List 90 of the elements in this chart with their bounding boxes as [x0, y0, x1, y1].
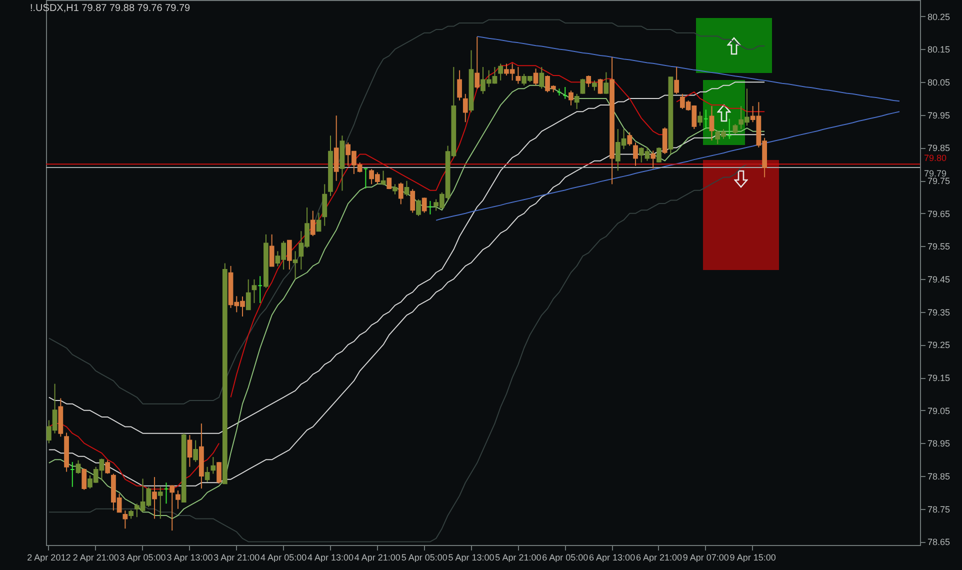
candlestick [193, 440, 198, 462]
candlestick [627, 132, 632, 146]
candlestick [533, 68, 538, 86]
candlestick [216, 461, 222, 484]
candlestick [457, 70, 462, 101]
candlestick [656, 146, 662, 164]
candlestick [732, 124, 738, 134]
candlestick [316, 212, 322, 232]
x-tick-label: 3 Apr 21:00 [214, 552, 260, 562]
ref-line-label: 79.79 [924, 168, 947, 178]
y-tick-label: 78.75 [928, 504, 950, 514]
x-tick-label: 9 Apr 07:00 [682, 552, 729, 562]
y-tick-label: 80.15 [928, 44, 950, 55]
x-tick-label: 4 Apr 05:00 [260, 552, 307, 562]
candlestick [322, 184, 328, 226]
candlestick [170, 484, 175, 532]
x-tick-label: 6 Apr 05:00 [542, 552, 588, 562]
candlestick [105, 460, 110, 474]
candlestick [633, 142, 638, 166]
candlestick [604, 72, 609, 94]
candlestick [592, 80, 597, 92]
y-tick-label: 79.35 [928, 307, 950, 318]
candlestick [76, 460, 81, 474]
candlestick [416, 198, 421, 217]
y-tick-label: 79.15 [928, 373, 950, 384]
candlestick [122, 510, 128, 530]
candlestick [462, 93, 468, 123]
x-tick-label: 3 Apr 13:00 [166, 552, 213, 562]
x-tick-label: 9 Apr 15:00 [730, 552, 776, 562]
candlestick [574, 93, 580, 110]
candlestick [568, 90, 574, 106]
candlestick [586, 75, 592, 88]
y-tick-label: 79.85 [928, 143, 950, 154]
y-tick-label: 80.05 [928, 78, 950, 88]
y-tick-label: 79.65 [928, 208, 950, 219]
candlestick [698, 111, 702, 126]
ref-line-label: 79.80 [924, 153, 947, 164]
candlestick [474, 36, 480, 90]
candlestick [709, 106, 714, 142]
candlestick [392, 184, 398, 195]
candlestick [210, 456, 216, 474]
x-tick-label: 2 Apr 21:00 [72, 552, 119, 562]
candlestick [404, 180, 410, 197]
candlestick [152, 476, 157, 520]
candlestick [580, 78, 586, 94]
candlestick [539, 66, 544, 90]
x-tick-label: 5 Apr 13:00 [448, 552, 494, 562]
candlestick [187, 434, 192, 468]
candlestick [498, 63, 504, 81]
y-tick-label: 79.25 [928, 340, 950, 350]
candlestick [422, 197, 427, 214]
candlestick [269, 234, 274, 267]
candlestick [410, 188, 416, 214]
y-tick-label: 79.75 [928, 176, 950, 186]
y-tick-label: 78.65 [928, 537, 950, 548]
candlestick [252, 278, 257, 304]
candlestick [204, 466, 210, 482]
x-tick-label: 2 Apr 2012 [27, 552, 71, 562]
y-tick-label: 79.55 [928, 242, 950, 252]
x-tick-label: 5 Apr 21:00 [495, 552, 542, 562]
y-tick-label: 80.25 [928, 12, 950, 22]
candlestick [674, 66, 680, 94]
x-tick-label: 5 Apr 05:00 [401, 552, 448, 562]
line-series [476, 36, 900, 102]
y-tick-label: 79.95 [928, 110, 950, 120]
candlestick [516, 66, 521, 84]
candlestick [82, 468, 87, 490]
candlestick [650, 150, 656, 169]
candlestick [662, 126, 668, 154]
candlestick [158, 486, 163, 520]
y-tick-label: 79.45 [928, 274, 950, 285]
candlestick [380, 170, 386, 186]
candlestick [246, 278, 251, 310]
x-tick-label: 3 Apr 05:00 [120, 552, 166, 562]
y-tick-label: 78.95 [928, 438, 950, 449]
x-tick-label: 4 Apr 13:00 [307, 552, 354, 562]
candlestick [176, 490, 180, 510]
line-series [48, 82, 766, 434]
candlestick [598, 78, 603, 94]
candlestick [310, 210, 316, 237]
candlestick [286, 240, 292, 270]
candlestick [398, 182, 404, 205]
line-series [436, 111, 900, 221]
candlestick [292, 250, 298, 280]
x-tick-label: 4 Apr 21:00 [354, 552, 400, 562]
candlestick [334, 115, 339, 182]
x-tick-label: 6 Apr 13:00 [589, 552, 636, 562]
y-tick-label: 78.85 [928, 472, 950, 482]
y-tick-label: 79.05 [928, 406, 950, 416]
x-tick-label: 6 Apr 21:00 [636, 552, 682, 562]
